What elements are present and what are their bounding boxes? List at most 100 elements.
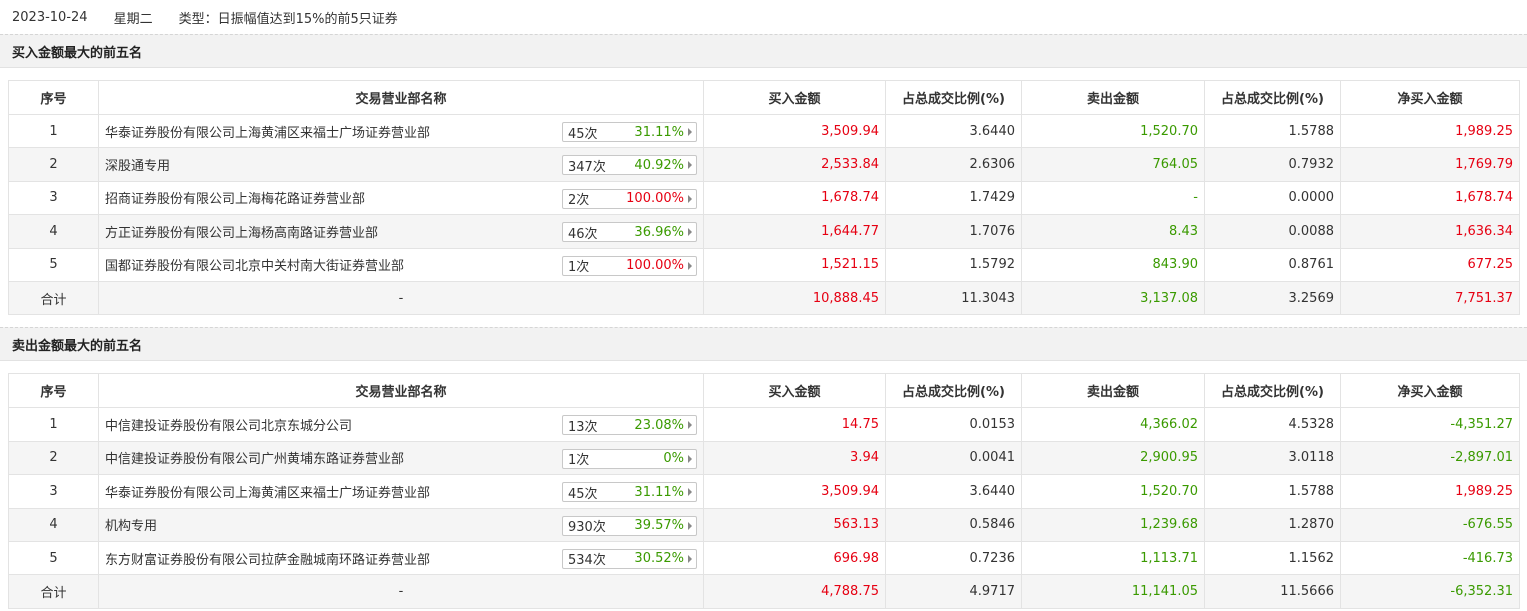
broker-name-cell: 中信建投证券股份有限公司北京东城分公司 13次 23.08% xyxy=(98,407,704,442)
buy-amount: 563.13 xyxy=(703,507,886,542)
table-row: 1 中信建投证券股份有限公司北京东城分公司 13次 23.08% 14.75 0.0153… xyxy=(8,407,1520,442)
sell-ratio: 1.2870 xyxy=(1204,507,1341,542)
table-row: 4 方正证券股份有限公司上海杨高南路证券营业部 46次 36.96% 1,644.77 1… xyxy=(8,214,1520,249)
appearance-count: 534次 xyxy=(568,553,606,569)
broker-name-cell: 方正证券股份有限公司上海杨高南路证券营业部 46次 36.96% xyxy=(98,214,704,249)
sell-ratio: 0.0088 xyxy=(1204,214,1341,249)
sell-amount: 1,520.70 xyxy=(1021,474,1205,509)
buy-amount: 1,644.77 xyxy=(703,214,886,249)
appearance-count: 347次 xyxy=(568,159,606,175)
broker-stats-button[interactable]: 13次 23.08% xyxy=(562,415,697,436)
broker-name[interactable]: 方正证券股份有限公司上海杨高南路证券营业部 xyxy=(105,225,379,241)
net-buy-amount: 1,989.25 xyxy=(1340,113,1520,149)
net-buy-amount: -416.73 xyxy=(1340,540,1520,576)
win-rate: 100.00% xyxy=(626,191,684,207)
appearance-count: 1次 xyxy=(568,453,590,469)
broker-name[interactable]: 华泰证券股份有限公司上海黄浦区来福士广场证券营业部 xyxy=(105,485,431,501)
broker-stats-button[interactable]: 2次 100.00% xyxy=(562,188,697,209)
total-label: 合计 xyxy=(8,280,99,316)
broker-name[interactable]: 国都证券股份有限公司北京中关村南大街证券营业部 xyxy=(105,259,405,275)
chevron-right-icon xyxy=(688,488,692,497)
broker-stats-button[interactable]: 347次 40.92% xyxy=(562,155,697,176)
broker-name[interactable]: 深股通专用 xyxy=(105,159,171,175)
broker-name[interactable]: 机构专用 xyxy=(105,519,158,535)
appearance-count: 1次 xyxy=(568,260,590,276)
broker-stats-button[interactable]: 1次 0% xyxy=(562,448,697,469)
broker-name-cell: 机构专用 930次 39.57% xyxy=(98,507,704,542)
appearance-count: 13次 xyxy=(568,419,598,435)
net-buy-amount: -4,351.27 xyxy=(1340,407,1520,442)
broker-name[interactable]: 华泰证券股份有限公司上海黄浦区来福士广场证券营业部 xyxy=(105,125,431,141)
sell-ratio: 0.7932 xyxy=(1204,147,1341,182)
chevron-right-icon xyxy=(688,128,692,136)
buy-section-title: 买入金额最大的前五名 xyxy=(0,34,1527,68)
sell-ratio: 0.0000 xyxy=(1204,180,1341,216)
win-rate: 100.00% xyxy=(626,258,684,274)
win-rate: 23.08% xyxy=(634,417,684,433)
broker-name[interactable]: 东方财富证券股份有限公司拉萨金融城南环路证券营业部 xyxy=(105,552,431,568)
total-sell-amount: 11,141.05 xyxy=(1021,574,1205,609)
table-row: 4 机构专用 930次 39.57% 563.13 0.5846 1,239.68 1.287… xyxy=(8,507,1520,542)
table-header-row: 序号 交易营业部名称 买入金额 占总成交比例(%) 卖出金额 占总成交比例(%)… xyxy=(8,373,1520,409)
broker-name[interactable]: 中信建投证券股份有限公司广州黄埔东路证券营业部 xyxy=(105,452,405,468)
table-header-row: 序号 交易营业部名称 买入金额 占总成交比例(%) 卖出金额 占总成交比例(%)… xyxy=(8,80,1520,115)
total-net-buy: -6,352.31 xyxy=(1340,574,1520,609)
total-label: 合计 xyxy=(8,574,99,609)
net-buy-amount: 677.25 xyxy=(1340,247,1520,282)
chevron-right-icon xyxy=(688,194,692,203)
row-index: 5 xyxy=(8,247,99,282)
broker-stats-button[interactable]: 45次 31.11% xyxy=(562,482,697,503)
total-row: 合计 -10,888.45 11.3043 3,137.08 3.2569 7,751.3… xyxy=(8,280,1520,316)
col-header-sell-ratio: 占总成交比例(%) xyxy=(1204,373,1341,409)
buy-amount: 2,533.84 xyxy=(703,147,886,182)
buy-amount: 3.94 xyxy=(703,440,886,476)
appearance-count: 45次 xyxy=(568,486,598,502)
win-rate: 36.96% xyxy=(634,224,684,240)
broker-stats-button[interactable]: 930次 39.57% xyxy=(562,515,697,536)
broker-name-cell: 华泰证券股份有限公司上海黄浦区来福士广场证券营业部 45次 31.11% xyxy=(98,113,704,149)
sell-amount: 8.43 xyxy=(1021,214,1205,249)
col-header-index: 序号 xyxy=(8,80,99,115)
total-buy-amount: 10,888.45 xyxy=(703,280,886,316)
broker-stats-button[interactable]: 534次 30.52% xyxy=(562,548,697,569)
broker-name-cell: 深股通专用 347次 40.92% xyxy=(98,147,704,182)
total-broker-placeholder: - xyxy=(98,280,704,316)
info-bar: 2023-10-24 星期二 类型：日振幅值达到15%的前5只证券 xyxy=(0,0,1527,34)
broker-name[interactable]: 中信建投证券股份有限公司北京东城分公司 xyxy=(105,419,353,435)
col-header-index: 序号 xyxy=(8,373,99,409)
buy-ratio: 0.7236 xyxy=(885,540,1022,576)
sell-amount: - xyxy=(1021,180,1205,216)
net-buy-amount: 1,636.34 xyxy=(1340,214,1520,249)
buy-amount: 696.98 xyxy=(703,540,886,576)
sell-amount: 843.90 xyxy=(1021,247,1205,282)
broker-stats-button[interactable]: 45次 31.11% xyxy=(562,122,697,142)
sell-amount: 1,520.70 xyxy=(1021,113,1205,149)
sell-amount: 1,239.68 xyxy=(1021,507,1205,542)
buy-amount: 3,509.94 xyxy=(703,113,886,149)
row-index: 3 xyxy=(8,474,99,509)
col-header-buy-ratio: 占总成交比例(%) xyxy=(885,80,1022,115)
table-row: 2 深股通专用 347次 40.92% 2,533.84 2.6306 764.05 0.79… xyxy=(8,147,1520,182)
win-rate: 31.11% xyxy=(634,124,684,140)
buy-top5-table: 序号 交易营业部名称 买入金额 占总成交比例(%) 卖出金额 占总成交比例(%)… xyxy=(8,80,1520,316)
buy-table-body: 1 华泰证券股份有限公司上海黄浦区来福士广场证券营业部 45次 31.11% 3,509… xyxy=(8,113,1520,316)
total-broker-placeholder: - xyxy=(98,574,704,609)
list-type: 类型：日振幅值达到15%的前5只证券 xyxy=(178,11,398,27)
broker-stats-button[interactable]: 46次 36.96% xyxy=(562,222,697,243)
net-buy-amount: 1,769.79 xyxy=(1340,147,1520,182)
chevron-right-icon xyxy=(688,261,692,270)
total-buy-ratio: 11.3043 xyxy=(885,280,1022,316)
table-row: 1 华泰证券股份有限公司上海黄浦区来福士广场证券营业部 45次 31.11% 3,509… xyxy=(8,113,1520,149)
broker-stats-button[interactable]: 1次 100.00% xyxy=(562,255,697,276)
col-header-sell-amount: 卖出金额 xyxy=(1021,80,1205,115)
broker-name-cell: 中信建投证券股份有限公司广州黄埔东路证券营业部 1次 0% xyxy=(98,440,704,476)
broker-name[interactable]: 招商证券股份有限公司上海梅花路证券营业部 xyxy=(105,192,366,208)
col-header-sell-ratio: 占总成交比例(%) xyxy=(1204,80,1341,115)
broker-name-cell: 东方财富证券股份有限公司拉萨金融城南环路证券营业部 534次 30.52% xyxy=(98,540,704,576)
row-index: 4 xyxy=(8,507,99,542)
buy-amount: 1,678.74 xyxy=(703,180,886,216)
total-buy-amount: 4,788.75 xyxy=(703,574,886,609)
col-header-buy-amount: 买入金额 xyxy=(703,80,886,115)
buy-amount: 3,509.94 xyxy=(703,474,886,509)
buy-ratio: 0.0153 xyxy=(885,407,1022,442)
